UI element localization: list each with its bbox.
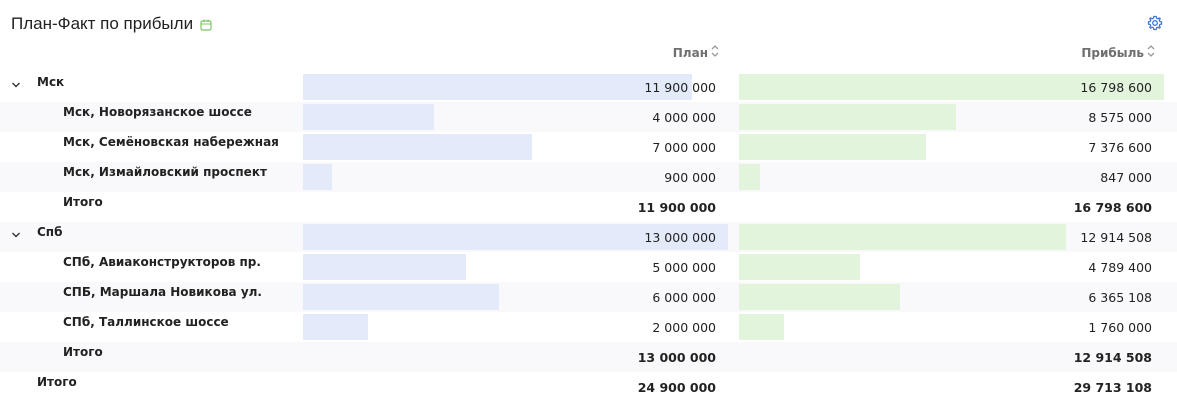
column-header-profit[interactable]: Прибыль (1081, 44, 1155, 61)
profit-value: 7 376 600 (1088, 140, 1152, 155)
row-label: Мск, Измайловский проспект (63, 165, 267, 179)
gear-icon[interactable] (1147, 15, 1163, 35)
plan-value: 11 900 000 (644, 80, 716, 95)
plan-value: 13 000 000 (644, 230, 716, 245)
profit-value: 16 798 600 (1073, 200, 1152, 215)
table-row[interactable]: СПБ, Маршала Новикова ул. 6 000 000 6 36… (0, 282, 1177, 312)
profit-value: 4 789 400 (1088, 260, 1152, 275)
row-label: Итого (63, 345, 103, 359)
plan-value: 2 000 000 (652, 320, 716, 335)
profit-bar (739, 134, 926, 160)
table-row[interactable]: Спб 13 000 000 12 914 508 (0, 222, 1177, 252)
chevron-down-icon[interactable] (11, 78, 21, 92)
table-row[interactable]: Мск 11 900 000 16 798 600 (0, 72, 1177, 102)
profit-value: 16 798 600 (1080, 80, 1152, 95)
plan-bar (303, 284, 499, 310)
sort-icon[interactable] (711, 44, 719, 61)
plan-bar (303, 164, 332, 190)
plan-value: 4 000 000 (652, 110, 716, 125)
plan-bar (303, 134, 532, 160)
table-row[interactable]: СПб, Таллинское шоссе 2 000 000 1 760 00… (0, 312, 1177, 342)
row-label: Итого (63, 195, 103, 209)
table-row[interactable]: СПб, Авиаконструкторов пр. 5 000 000 4 7… (0, 252, 1177, 282)
subtotal-row[interactable]: Итого 11 900 000 16 798 600 (0, 192, 1177, 222)
plan-bar (303, 254, 466, 280)
plan-value: 11 900 000 (637, 200, 716, 215)
row-label: Спб (37, 225, 63, 239)
row-label: Мск, Семёновская набережная (63, 135, 279, 149)
profit-bar (739, 104, 956, 130)
row-label: Мск (37, 75, 65, 89)
plan-value: 7 000 000 (652, 140, 716, 155)
table-row[interactable]: Мск, Новорязанское шоссе 4 000 000 8 575… (0, 102, 1177, 132)
column-header-plan-label: План (672, 45, 708, 60)
plan-bar (303, 224, 728, 250)
profit-bar (739, 314, 784, 340)
profit-value: 12 914 508 (1080, 230, 1152, 245)
plan-value: 24 900 000 (637, 380, 716, 395)
table-row[interactable]: Мск, Семёновская набережная 7 000 000 7 … (0, 132, 1177, 162)
row-label: Итого (37, 375, 77, 389)
column-header-profit-label: Прибыль (1081, 45, 1144, 60)
profit-bar (739, 284, 900, 310)
chevron-down-icon[interactable] (11, 228, 21, 242)
plan-value: 5 000 000 (652, 260, 716, 275)
calendar-icon[interactable] (200, 16, 212, 35)
plan-bar (303, 74, 692, 100)
row-label: СПБ, Маршала Новикова ул. (63, 285, 262, 299)
title-row: План-Факт по прибыли (11, 12, 212, 36)
sort-icon[interactable] (1147, 44, 1155, 61)
table-row[interactable]: Мск, Измайловский проспект 900 000 847 0… (0, 162, 1177, 192)
column-header-plan[interactable]: План (673, 44, 719, 61)
plan-value: 6 000 000 (652, 290, 716, 305)
profit-value: 12 914 508 (1073, 350, 1152, 365)
profit-value: 1 760 000 (1088, 320, 1152, 335)
row-label: Мск, Новорязанское шоссе (63, 105, 252, 119)
profit-bar (739, 224, 1066, 250)
grand-total-row[interactable]: Итого 24 900 000 29 713 108 (0, 372, 1177, 402)
pivot-table-body: Мск 11 900 000 16 798 600 Мск, Новорязан… (0, 72, 1177, 402)
row-label: СПб, Авиаконструкторов пр. (63, 255, 261, 269)
profit-value: 847 000 (1100, 170, 1152, 185)
profit-bar (739, 164, 760, 190)
plan-value: 900 000 (664, 170, 716, 185)
plan-value: 13 000 000 (637, 350, 716, 365)
row-label: СПб, Таллинское шоссе (63, 315, 229, 329)
subtotal-row[interactable]: Итого 13 000 000 12 914 508 (0, 342, 1177, 372)
plan-bar (303, 314, 368, 340)
plan-bar (303, 104, 434, 130)
page-title: План-Факт по прибыли (11, 14, 194, 33)
profit-value: 6 365 108 (1088, 290, 1152, 305)
profit-bar (739, 254, 860, 280)
profit-bar (739, 74, 1164, 100)
profit-value: 8 575 000 (1088, 110, 1152, 125)
profit-value: 29 713 108 (1073, 380, 1152, 395)
